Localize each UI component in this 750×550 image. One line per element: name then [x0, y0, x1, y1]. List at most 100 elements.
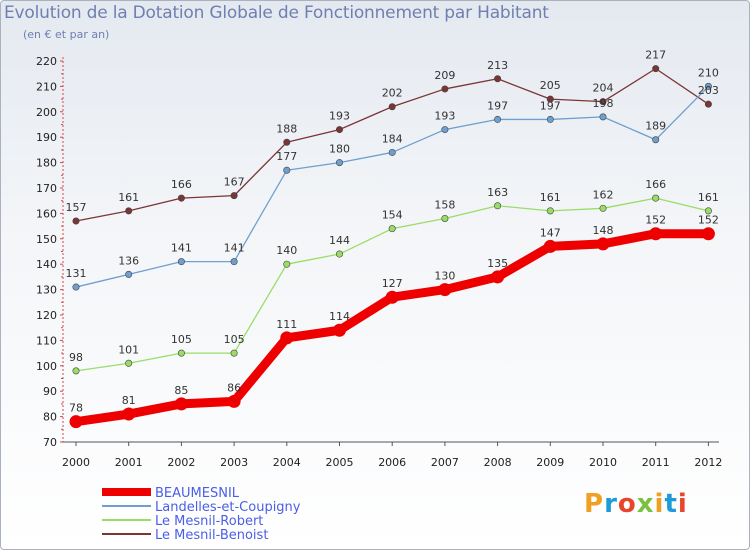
data-point: [546, 207, 554, 215]
data-point: [704, 207, 712, 215]
data-label: 198: [593, 97, 614, 110]
data-label: 136: [118, 254, 139, 267]
data-point: [72, 283, 80, 291]
series-line: [71, 229, 713, 427]
logo-letter: i: [677, 489, 688, 519]
data-label: 166: [645, 178, 666, 191]
data-point: [652, 136, 660, 144]
series-landelles-et-coupigny: [72, 82, 712, 291]
y-tick-label: 180: [36, 157, 57, 170]
data-point: [335, 250, 343, 258]
data-label: 209: [434, 69, 455, 82]
data-label: 167: [224, 176, 245, 189]
data-point: [177, 194, 185, 202]
legend-label: Le Mesnil-Benoist: [155, 528, 268, 543]
data-point: [543, 239, 557, 253]
data-label: 105: [171, 333, 192, 346]
data-point: [125, 270, 133, 278]
y-tick-label: 140: [36, 258, 57, 271]
data-label: 193: [434, 110, 455, 123]
chart-title: Evolution de la Dotation Globale de Fonc…: [4, 3, 549, 23]
y-tick-label: 90: [43, 385, 57, 398]
logo-letter: i: [654, 489, 665, 519]
chart-subtitle: (en € et par an): [23, 28, 110, 41]
data-point: [72, 367, 80, 375]
data-label: 203: [698, 84, 719, 97]
series-le-mesnil-robert: [72, 194, 712, 375]
x-tick-label: 2000: [62, 456, 90, 469]
y-tick-label: 100: [36, 360, 57, 373]
x-tick-label: 2002: [167, 456, 195, 469]
data-label: 157: [66, 201, 87, 214]
data-label: 213: [487, 59, 508, 72]
series-layer: [69, 65, 715, 429]
data-point: [491, 270, 505, 284]
data-point: [335, 159, 343, 167]
data-point: [652, 194, 660, 202]
y-tick-label: 200: [36, 106, 57, 119]
data-point: [599, 98, 607, 106]
data-label: 98: [69, 351, 83, 364]
data-label: 217: [645, 49, 666, 62]
data-point: [230, 192, 238, 200]
data-point: [177, 258, 185, 266]
data-label: 197: [540, 99, 561, 112]
x-tick-label: 2011: [642, 456, 670, 469]
data-label: 152: [698, 214, 719, 227]
y-tick-label: 150: [36, 233, 57, 246]
x-tick-label: 2007: [431, 456, 459, 469]
data-point: [546, 95, 554, 103]
y-tick-label: 190: [36, 131, 57, 144]
data-label: 130: [434, 270, 455, 283]
data-point: [69, 415, 83, 429]
x-tick-label: 2006: [378, 456, 406, 469]
data-point: [333, 323, 346, 337]
x-tick-label: 2010: [589, 456, 617, 469]
y-tick-label: 70: [43, 436, 57, 449]
data-point: [388, 225, 396, 233]
data-point: [388, 103, 396, 111]
logo-letter: r: [604, 489, 618, 519]
data-point: [441, 85, 449, 93]
data-point: [599, 113, 607, 121]
data-point: [280, 331, 294, 345]
x-tick-label: 2003: [220, 456, 248, 469]
data-label: 193: [329, 110, 350, 123]
y-tick-label: 210: [36, 80, 57, 93]
y-tick-label: 120: [36, 309, 57, 322]
series-beaumesnil: [69, 227, 715, 429]
legend-label: Landelles-et-Coupigny: [155, 500, 301, 515]
data-label: 105: [224, 333, 245, 346]
data-point: [388, 148, 396, 156]
data-point: [125, 359, 133, 367]
x-tick-label: 2004: [273, 456, 301, 469]
data-label: 131: [66, 267, 87, 280]
y-tick-label: 220: [36, 55, 57, 68]
data-point: [441, 214, 449, 222]
data-label: 180: [329, 143, 350, 156]
data-label: 188: [276, 122, 297, 135]
data-label: 189: [645, 120, 666, 133]
data-label: 197: [487, 99, 508, 112]
data-point: [283, 166, 291, 174]
data-point: [494, 202, 502, 210]
data-point: [652, 65, 660, 73]
data-label: 144: [329, 234, 350, 247]
data-point: [649, 227, 663, 241]
logo-letter: x: [636, 489, 655, 519]
data-point: [385, 290, 399, 304]
data-point: [704, 82, 712, 90]
data-point: [494, 115, 502, 123]
data-label: 161: [540, 191, 561, 204]
x-tick-label: 2012: [694, 456, 722, 469]
data-point: [283, 138, 291, 146]
y-tick-label: 170: [36, 182, 57, 195]
legend-label: Le Mesnil-Robert: [155, 514, 263, 529]
data-label: 202: [382, 87, 403, 100]
data-label: 162: [593, 188, 614, 201]
x-tick-label: 2008: [484, 456, 512, 469]
data-point: [125, 207, 133, 215]
data-label: 177: [276, 150, 297, 163]
data-label: 184: [382, 132, 403, 145]
